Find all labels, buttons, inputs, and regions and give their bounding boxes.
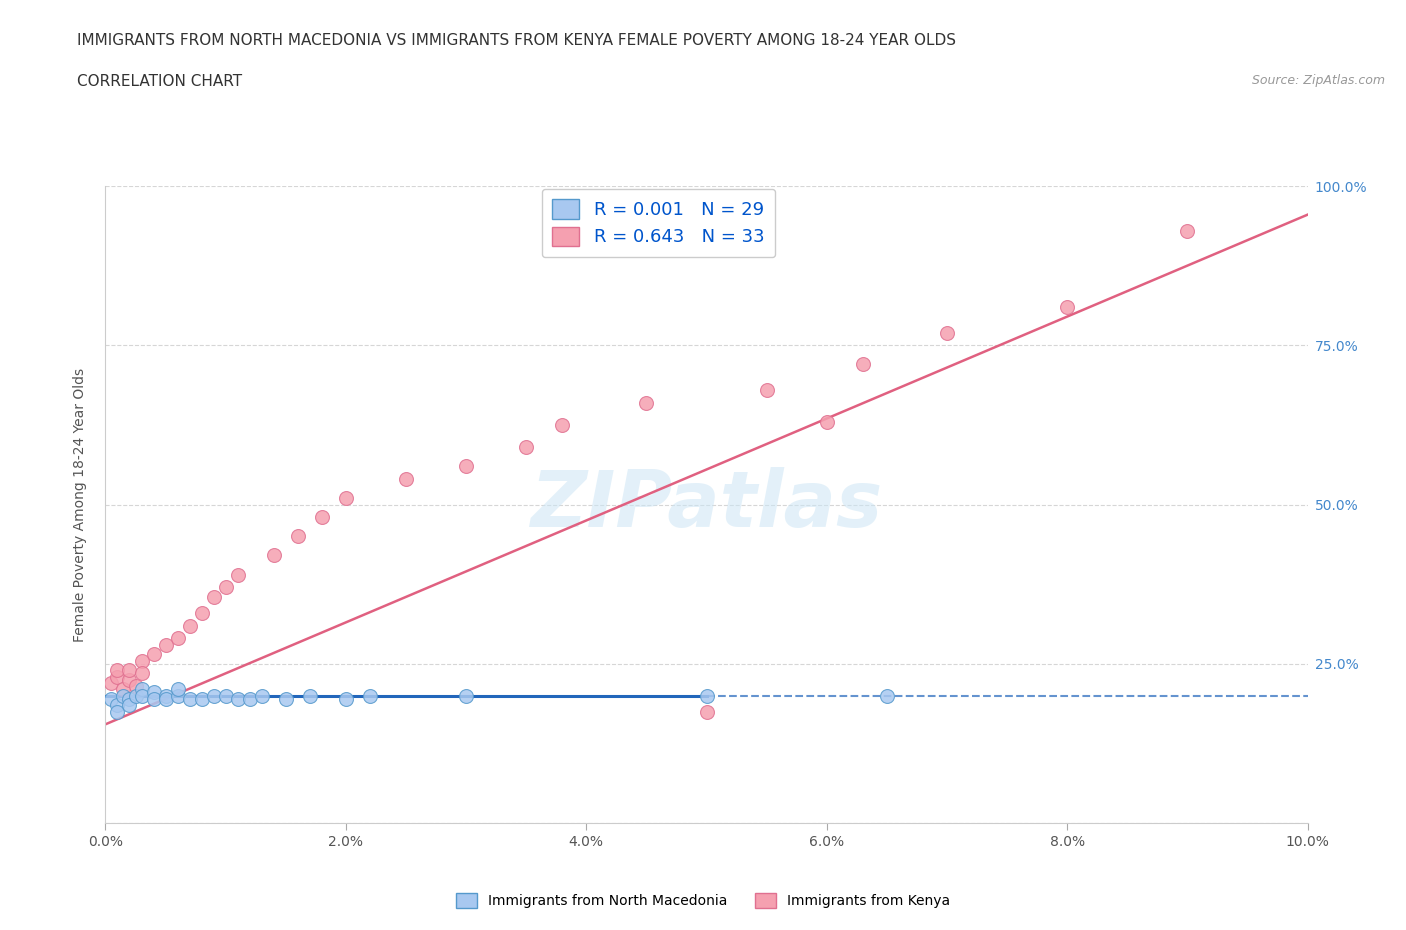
Legend: R = 0.001   N = 29, R = 0.643   N = 33: R = 0.001 N = 29, R = 0.643 N = 33 — [541, 189, 775, 258]
Point — [190, 691, 212, 706]
Point — [112, 682, 135, 697]
Point — [118, 691, 141, 706]
Point — [202, 590, 225, 604]
Point — [250, 688, 273, 703]
Point — [551, 418, 574, 432]
Point — [166, 682, 188, 697]
Point — [124, 688, 146, 703]
Point — [107, 704, 129, 719]
Point — [107, 669, 129, 684]
Point — [226, 691, 249, 706]
Point — [311, 510, 333, 525]
Point — [298, 688, 321, 703]
Point — [696, 704, 718, 719]
Point — [166, 688, 188, 703]
Point — [155, 637, 177, 652]
Point — [131, 688, 153, 703]
Point — [755, 382, 778, 397]
Legend: Immigrants from North Macedonia, Immigrants from Kenya: Immigrants from North Macedonia, Immigra… — [450, 888, 956, 914]
Point — [936, 326, 959, 340]
Point — [636, 395, 658, 410]
Y-axis label: Female Poverty Among 18-24 Year Olds: Female Poverty Among 18-24 Year Olds — [73, 367, 87, 642]
Point — [454, 688, 477, 703]
Point — [395, 472, 418, 486]
Point — [454, 458, 477, 473]
Text: ZIPatlas: ZIPatlas — [530, 467, 883, 542]
Point — [815, 414, 838, 429]
Point — [179, 618, 201, 633]
Point — [118, 663, 141, 678]
Point — [166, 631, 188, 645]
Point — [1175, 223, 1198, 238]
Point — [142, 685, 165, 700]
Point — [118, 698, 141, 712]
Point — [515, 440, 537, 455]
Point — [696, 688, 718, 703]
Point — [190, 605, 212, 620]
Point — [112, 688, 135, 703]
Point — [124, 679, 146, 694]
Point — [118, 672, 141, 687]
Point — [131, 653, 153, 668]
Point — [142, 646, 165, 661]
Point — [852, 357, 875, 372]
Point — [155, 688, 177, 703]
Point — [131, 666, 153, 681]
Text: IMMIGRANTS FROM NORTH MACEDONIA VS IMMIGRANTS FROM KENYA FEMALE POVERTY AMONG 18: IMMIGRANTS FROM NORTH MACEDONIA VS IMMIG… — [77, 33, 956, 47]
Point — [107, 698, 129, 712]
Text: Source: ZipAtlas.com: Source: ZipAtlas.com — [1251, 74, 1385, 87]
Point — [131, 682, 153, 697]
Point — [100, 675, 122, 690]
Point — [263, 548, 285, 563]
Point — [100, 691, 122, 706]
Point — [359, 688, 381, 703]
Point — [1056, 299, 1078, 314]
Point — [214, 580, 236, 595]
Point — [142, 691, 165, 706]
Point — [155, 691, 177, 706]
Point — [107, 663, 129, 678]
Point — [214, 688, 236, 703]
Point — [239, 691, 262, 706]
Point — [335, 491, 357, 506]
Point — [179, 691, 201, 706]
Point — [202, 688, 225, 703]
Point — [876, 688, 898, 703]
Point — [335, 691, 357, 706]
Point — [274, 691, 297, 706]
Point — [226, 567, 249, 582]
Text: CORRELATION CHART: CORRELATION CHART — [77, 74, 242, 89]
Point — [287, 529, 309, 544]
